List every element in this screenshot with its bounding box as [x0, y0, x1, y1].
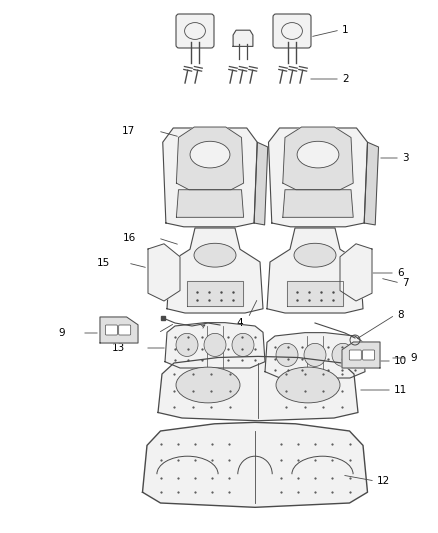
Ellipse shape	[204, 333, 226, 357]
Ellipse shape	[176, 367, 240, 403]
Polygon shape	[187, 281, 243, 306]
FancyBboxPatch shape	[119, 325, 131, 335]
Polygon shape	[265, 333, 365, 378]
Text: 9: 9	[410, 353, 417, 363]
Polygon shape	[287, 281, 343, 306]
Text: 2: 2	[342, 74, 349, 84]
Text: 13: 13	[112, 343, 125, 353]
Text: 8: 8	[397, 310, 404, 320]
Text: 1: 1	[342, 25, 349, 35]
Text: 10: 10	[394, 356, 407, 366]
Polygon shape	[165, 322, 265, 368]
Polygon shape	[177, 190, 244, 217]
Text: 6: 6	[397, 268, 404, 278]
Ellipse shape	[232, 333, 254, 357]
FancyBboxPatch shape	[273, 14, 311, 48]
Polygon shape	[268, 128, 367, 227]
Polygon shape	[283, 127, 353, 190]
Ellipse shape	[294, 243, 336, 267]
Polygon shape	[340, 244, 372, 301]
Ellipse shape	[184, 22, 205, 39]
Polygon shape	[254, 142, 268, 225]
FancyBboxPatch shape	[106, 325, 117, 335]
Ellipse shape	[282, 22, 302, 39]
Polygon shape	[177, 127, 244, 190]
Ellipse shape	[297, 141, 339, 168]
Polygon shape	[283, 190, 353, 217]
FancyBboxPatch shape	[349, 350, 361, 360]
Text: 7: 7	[402, 278, 409, 288]
Text: 16: 16	[123, 233, 136, 243]
Polygon shape	[167, 228, 263, 313]
Text: 14: 14	[122, 328, 135, 338]
Ellipse shape	[276, 367, 340, 403]
Polygon shape	[233, 30, 253, 46]
Text: 3: 3	[402, 153, 409, 163]
Ellipse shape	[194, 243, 236, 267]
Text: 12: 12	[377, 476, 390, 486]
Polygon shape	[163, 128, 257, 227]
Ellipse shape	[176, 333, 198, 357]
Ellipse shape	[276, 343, 298, 367]
Text: 17: 17	[122, 126, 135, 136]
Ellipse shape	[304, 343, 326, 367]
Polygon shape	[342, 342, 380, 368]
Text: 15: 15	[97, 258, 110, 268]
Text: 4: 4	[237, 318, 244, 328]
Polygon shape	[100, 317, 138, 343]
FancyBboxPatch shape	[363, 350, 374, 360]
Polygon shape	[158, 357, 358, 421]
Polygon shape	[142, 422, 367, 507]
Polygon shape	[267, 228, 363, 313]
Polygon shape	[148, 244, 180, 301]
Text: 9: 9	[58, 328, 65, 338]
Polygon shape	[364, 142, 378, 225]
Ellipse shape	[190, 141, 230, 168]
Text: 11: 11	[394, 385, 407, 395]
FancyBboxPatch shape	[176, 14, 214, 48]
Ellipse shape	[332, 343, 354, 367]
